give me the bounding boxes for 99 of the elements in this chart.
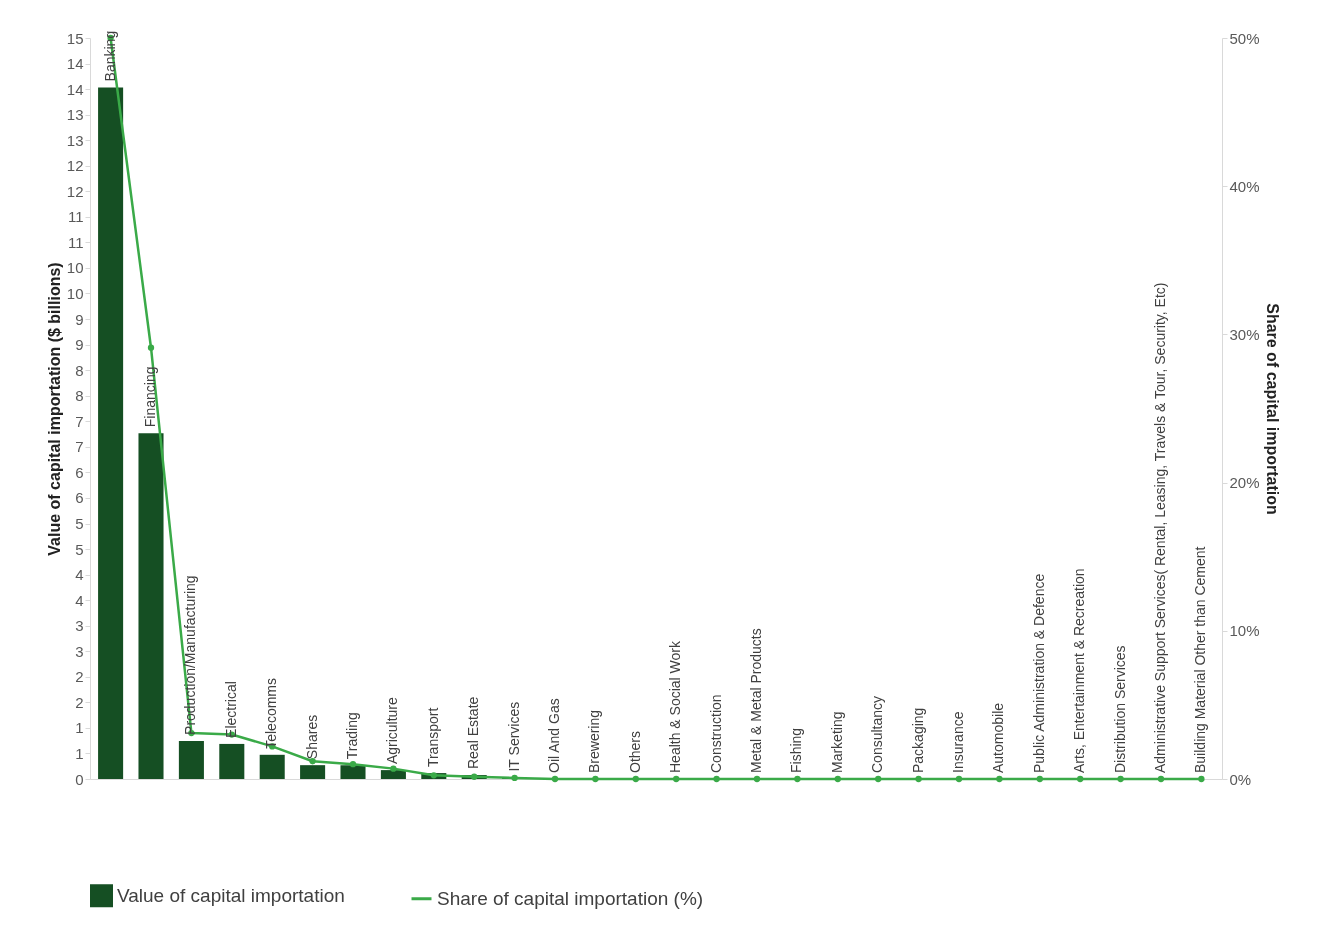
point	[1117, 775, 1124, 783]
point	[430, 772, 437, 779]
x-tick-label: Trading	[344, 712, 360, 760]
y-tick-label: 13	[66, 131, 84, 149]
point	[1157, 775, 1165, 783]
point	[955, 775, 963, 783]
x-tick-label: Public Administration & Defence	[1030, 573, 1047, 773]
point	[511, 774, 518, 782]
point	[390, 765, 397, 772]
y2-tick-label: 50%	[1229, 29, 1260, 47]
y-tick-label: 4	[75, 591, 84, 609]
y-tick-label: 9	[75, 336, 84, 354]
y-tick-label: 13	[66, 106, 84, 124]
bar	[340, 765, 366, 779]
x-tick-label: Fishing	[788, 727, 805, 773]
y-tick-label: 5	[75, 515, 84, 532]
point	[834, 775, 841, 783]
legend-label: Value of capital importation	[117, 884, 345, 906]
y-tick-label: 14	[66, 55, 84, 73]
point	[713, 775, 720, 783]
x-tick-label: Oil And Gas	[546, 698, 562, 773]
x-tick-label: Administrative Support Services( Rental, Leasing, Travels & Tour, Security, Etc)	[1152, 282, 1168, 773]
point	[1036, 775, 1043, 783]
x-tick-label: Telecomms	[263, 678, 280, 749]
x-tick-label: Production/Manufacturing	[182, 575, 199, 735]
bar	[138, 433, 164, 779]
point	[1077, 775, 1084, 783]
y-tick-label: 11	[67, 233, 84, 251]
point	[673, 775, 680, 783]
y-tick-label: 6	[75, 489, 84, 507]
x-tick-label: Agriculture	[384, 696, 401, 765]
y-tick-label: 14	[66, 80, 84, 98]
point	[551, 775, 559, 783]
x-tick-label: Marketing	[828, 711, 845, 773]
x-tick-label: Health & Social Work	[667, 639, 684, 773]
bar	[300, 765, 326, 779]
y-tick-label: 12	[66, 182, 84, 200]
point	[753, 775, 761, 783]
y-tick-label: 3	[75, 617, 84, 635]
y2-tick-label: 40%	[1229, 177, 1260, 195]
point	[1198, 775, 1205, 783]
x-tick-label: Financing	[142, 366, 158, 428]
y2-tick-label: 30%	[1229, 325, 1260, 343]
x-tick-label: Arts, Entertainment & Recreation	[1071, 568, 1088, 773]
y-tick-label: 10	[66, 285, 84, 302]
y-tick-label: 15	[66, 29, 84, 47]
point	[592, 775, 599, 783]
x-tick-label: Electrical	[222, 681, 239, 738]
y-tick-label: 9	[75, 310, 84, 328]
bar	[98, 87, 124, 779]
y-tick-label: 7	[75, 412, 84, 430]
bar	[178, 740, 204, 779]
y-tick-label: 8	[75, 361, 84, 379]
y2-axis-title: Share of capital importation	[1263, 303, 1281, 515]
x-tick-label: Real Estate	[465, 696, 482, 770]
y-tick-label: 4	[75, 566, 84, 584]
point	[915, 775, 922, 783]
bar	[219, 743, 245, 779]
x-tick-label: Building Material Other than Cement	[1192, 546, 1209, 773]
x-tick-label: Consultancy	[869, 695, 886, 773]
y2-tick-label: 0%	[1229, 770, 1252, 788]
point	[794, 775, 801, 783]
x-tick-label: IT Services	[505, 701, 522, 772]
bar	[259, 754, 285, 779]
y-tick-label: 2	[75, 668, 84, 686]
point	[147, 344, 155, 351]
point	[349, 761, 357, 768]
point	[632, 775, 639, 783]
y2-tick-label: 10%	[1229, 622, 1260, 640]
x-tick-label: Metal & Metal Products	[748, 628, 764, 773]
legend-label: Share of capital importation (%)	[437, 887, 704, 909]
x-tick-label: Insurance	[950, 711, 966, 773]
y-tick-label: 1	[75, 744, 84, 762]
x-tick-label: Distribution Services	[1111, 645, 1128, 773]
x-tick-label: Banking	[101, 30, 118, 82]
y-tick-label: 1	[75, 719, 84, 737]
x-tick-label: Others	[626, 730, 643, 773]
y-tick-label: 2	[75, 693, 84, 711]
x-tick-label: Automobile	[990, 702, 1007, 773]
y-tick-label: 7	[75, 438, 84, 456]
y-tick-label: 8	[75, 387, 84, 405]
x-tick-label: Shares	[303, 714, 320, 760]
x-tick-label: Brewering	[586, 709, 603, 773]
bar	[380, 770, 406, 779]
x-tick-label: Transport	[424, 707, 441, 768]
point	[875, 775, 882, 783]
y-tick-label: 11	[67, 208, 84, 226]
point	[996, 775, 1003, 783]
y2-tick-label: 20%	[1229, 474, 1260, 492]
y-tick-label: 6	[75, 463, 84, 481]
point	[471, 773, 478, 780]
y-tick-label: 5	[75, 540, 84, 558]
y-tick-label: 0	[75, 770, 84, 788]
y-tick-label: 3	[75, 642, 84, 660]
y-tick-label: 10	[66, 259, 84, 277]
x-tick-label: Construction	[707, 694, 724, 773]
y-tick-label: 12	[66, 157, 84, 175]
y-axis-title: Value of capital importation ($ billions)	[45, 262, 63, 556]
x-tick-label: Packaging	[909, 707, 926, 773]
